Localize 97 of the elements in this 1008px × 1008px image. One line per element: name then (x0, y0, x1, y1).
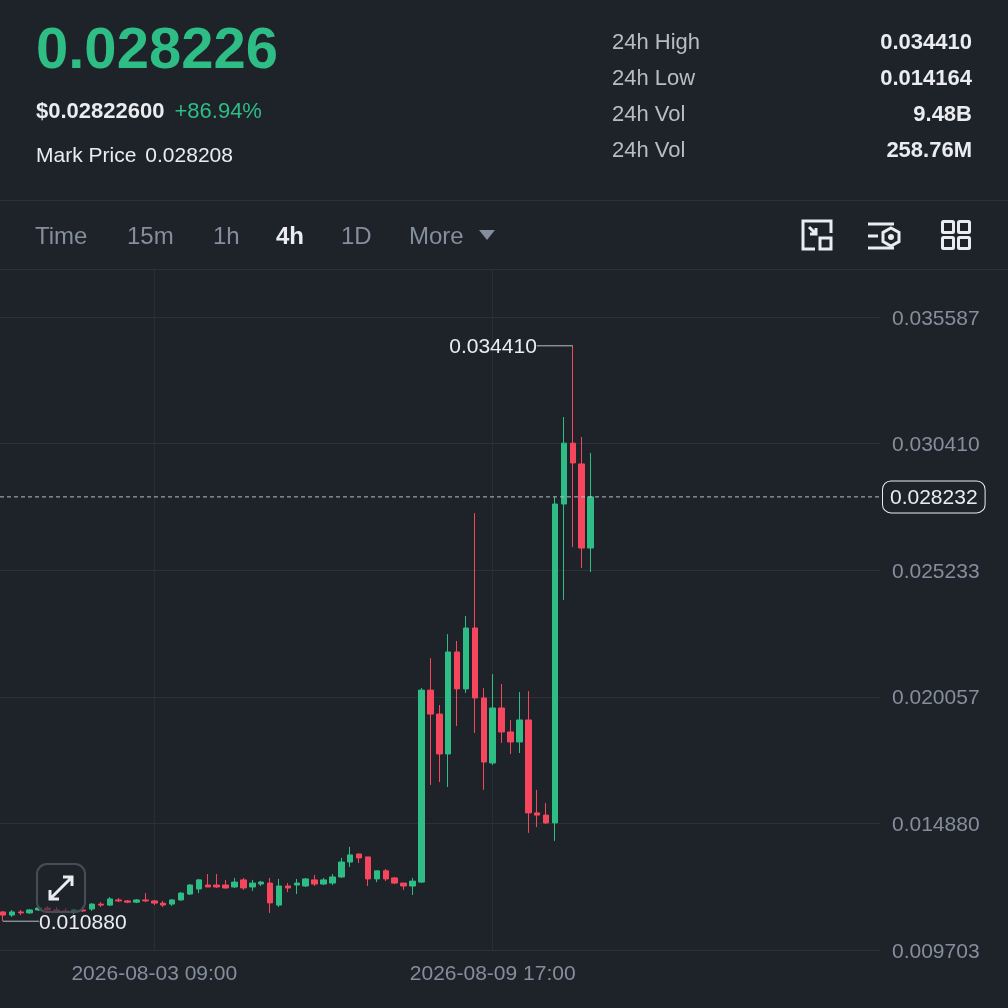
y-tick-label: 0.025233 (892, 558, 980, 582)
candlestick (445, 633, 451, 788)
candlestick (365, 856, 371, 887)
candlestick (169, 898, 175, 907)
text: +86.94% (174, 98, 262, 123)
candlestick (133, 898, 140, 904)
candlestick (552, 496, 558, 842)
text: $0.02822600 (36, 98, 165, 123)
candlestick (463, 615, 469, 694)
candlestick (267, 877, 273, 914)
candlestick (418, 687, 425, 884)
candlestick (383, 868, 389, 882)
text: 24h Vol (612, 101, 686, 127)
candlestick (178, 891, 184, 902)
candlestick (409, 877, 416, 896)
text: 24h Vol (612, 137, 686, 163)
candlestick (507, 719, 514, 755)
text: Mark Price (36, 143, 137, 166)
candlestick (160, 900, 166, 908)
y-tick-label: 0.035587 (892, 305, 980, 329)
y-tick-label: 0.030410 (892, 432, 980, 456)
candlestick (391, 876, 398, 885)
candlestick (115, 897, 122, 903)
candlestick (356, 853, 362, 864)
text: Time (35, 222, 88, 250)
candlestick (35, 905, 42, 912)
candlestick (472, 512, 478, 734)
text: 1h (213, 222, 240, 250)
candlestick (302, 877, 309, 888)
candlestick (205, 873, 211, 888)
y-tick-label: 0.020057 (892, 685, 980, 709)
annotation: 0.010880 (38, 909, 127, 933)
candlestick (9, 909, 15, 918)
text: More (409, 222, 464, 250)
candlestick (543, 802, 549, 825)
candlestick (71, 908, 77, 915)
candlestick (320, 877, 327, 886)
candlestick (570, 345, 576, 548)
candlestick (107, 896, 113, 907)
candlestick (151, 899, 158, 906)
candlestick (231, 877, 238, 889)
y-tick-label: 0.014880 (892, 811, 980, 835)
candlestick (329, 873, 336, 886)
text: 24h High (612, 29, 701, 55)
text: 24h Low (612, 65, 696, 91)
candlestick (142, 892, 149, 903)
candlestick (285, 882, 291, 893)
candlestick (400, 882, 407, 891)
candlestick (249, 879, 256, 892)
annotation: 0.034410 (449, 334, 537, 358)
candlestick (240, 877, 247, 891)
text: 0.034410 (880, 29, 972, 55)
candlestick (222, 879, 229, 890)
candlestick (124, 899, 131, 904)
candlestick (62, 907, 69, 914)
candlestick (525, 690, 532, 834)
candlestick (294, 878, 300, 895)
text: 1D (341, 222, 372, 250)
candlestick (276, 878, 282, 908)
candlestick (454, 640, 460, 727)
candlestick (498, 683, 505, 744)
candlestick (18, 909, 24, 916)
candlestick (578, 436, 585, 569)
candlestick (258, 880, 264, 887)
candlestick (187, 883, 193, 896)
text: 0.028208 (145, 143, 233, 166)
candlestick (347, 846, 353, 868)
candlestick (587, 452, 594, 573)
candlestick (0, 910, 6, 922)
candlestick (311, 874, 318, 887)
text: 15m (127, 222, 174, 250)
y-tick-label: 0.009703 (892, 938, 980, 962)
text: 258.76M (886, 137, 972, 163)
candlestick (427, 657, 434, 786)
candlestick (89, 902, 95, 912)
ref-line-label: 0.028232 (890, 485, 978, 509)
candlestick (213, 873, 220, 889)
candlestick (534, 789, 540, 828)
candlestick (53, 906, 60, 913)
chart-title: 0.028226 (36, 14, 278, 81)
x-tick-label: 2026-08-03 09:00 (71, 961, 238, 984)
candlestick (516, 691, 523, 754)
x-tick-label: 2026-08-09 17:00 (409, 961, 576, 984)
text: 9.48B (913, 101, 972, 127)
candlestick (436, 704, 443, 783)
candlestick (561, 416, 567, 601)
candlestick (26, 908, 33, 915)
candlestick (338, 857, 345, 879)
candlestick (374, 870, 380, 883)
candlestick (481, 687, 487, 791)
candlestick (489, 673, 496, 766)
text: 4h (276, 222, 305, 250)
candlestick (196, 878, 202, 894)
candlestick (80, 907, 86, 913)
candlestick (98, 901, 104, 908)
candlestick (44, 905, 51, 913)
text: 0.014164 (880, 65, 972, 91)
